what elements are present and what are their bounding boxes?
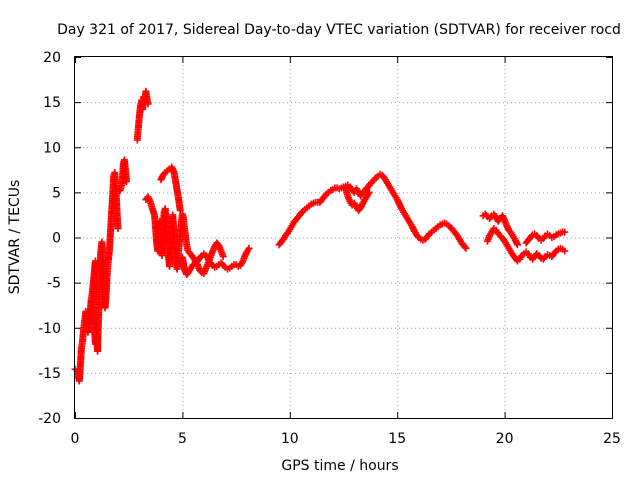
data-point bbox=[462, 244, 470, 252]
data-point bbox=[245, 244, 253, 252]
y-tick-label: 5 bbox=[52, 185, 61, 201]
data-point bbox=[176, 206, 184, 214]
data-point bbox=[114, 224, 122, 232]
x-tick-label: 15 bbox=[388, 431, 406, 447]
y-tick-label: 20 bbox=[43, 50, 61, 66]
y-tick-label: 10 bbox=[43, 140, 61, 156]
x-tick-label: 25 bbox=[603, 431, 621, 447]
data-point bbox=[123, 178, 131, 186]
data-point bbox=[414, 232, 422, 240]
data-point bbox=[513, 241, 521, 249]
data-point bbox=[561, 247, 569, 255]
data-point bbox=[298, 209, 306, 217]
y-tick-label: -10 bbox=[38, 321, 61, 337]
y-axis-label: SDTVAR / TECUs bbox=[7, 180, 23, 295]
y-tick-label: -15 bbox=[38, 366, 61, 382]
data-point bbox=[461, 243, 469, 251]
y-tick-label: -5 bbox=[47, 276, 61, 292]
data-point bbox=[540, 233, 548, 241]
x-tick-label: 10 bbox=[281, 431, 299, 447]
data-point bbox=[197, 253, 205, 261]
data-point bbox=[366, 180, 374, 188]
y-tick-label: 0 bbox=[52, 231, 61, 247]
y-tick-label: 15 bbox=[43, 95, 61, 111]
data-point bbox=[371, 175, 379, 183]
x-tick-label: 20 bbox=[496, 431, 514, 447]
x-axis-label: GPS time / hours bbox=[281, 458, 398, 474]
data-point bbox=[540, 254, 548, 262]
chart-title: Day 321 of 2017, Sidereal Day-to-day VTE… bbox=[57, 22, 621, 38]
tick-labels: 0 5 10 15 20 25 -20 -15 -10 -5 0 5 10 15 20 bbox=[38, 50, 621, 447]
x-tick-label: 0 bbox=[71, 431, 80, 447]
x-tick-label: 5 bbox=[178, 431, 187, 447]
data-point bbox=[207, 260, 215, 268]
data-point bbox=[424, 231, 432, 239]
data-point bbox=[365, 188, 373, 196]
data-point bbox=[219, 252, 227, 260]
y-tick-label: -20 bbox=[38, 411, 61, 427]
plot-frame bbox=[74, 56, 613, 419]
data-point bbox=[218, 260, 226, 268]
data-point bbox=[551, 248, 559, 256]
data-point bbox=[160, 170, 168, 178]
data-points bbox=[71, 87, 569, 385]
data-point bbox=[144, 100, 152, 108]
data-point bbox=[534, 233, 542, 241]
data-point bbox=[561, 228, 569, 236]
data-point bbox=[321, 192, 329, 200]
